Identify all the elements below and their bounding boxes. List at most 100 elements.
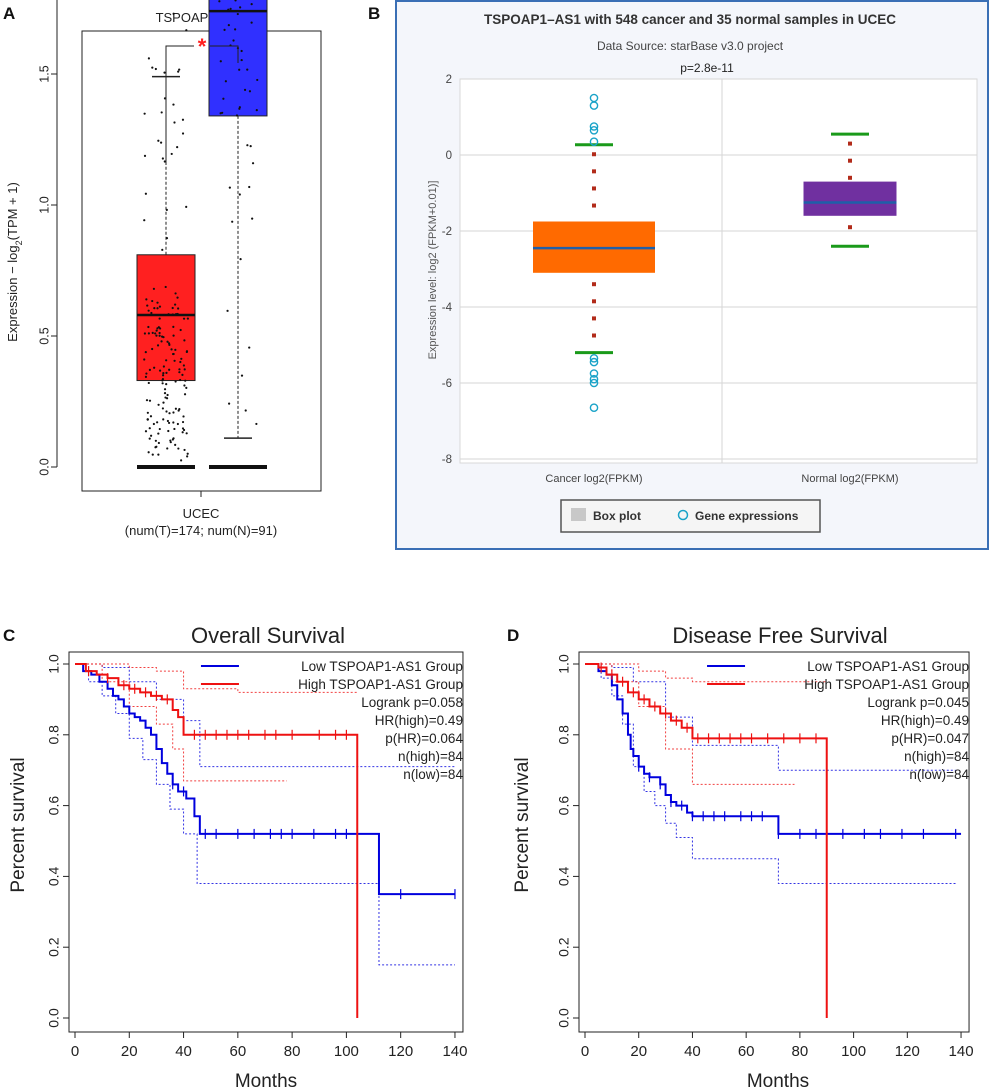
stat-text: Logrank p=0.058 bbox=[361, 695, 463, 710]
tumor-point bbox=[186, 317, 189, 320]
panel-c: C Overall Survival 0 20 40 60 80 100 120 140 0.0… bbox=[3, 623, 467, 1092]
normal-point bbox=[226, 309, 229, 312]
tumor-point bbox=[185, 29, 188, 32]
survival-curve-high bbox=[585, 663, 828, 1018]
panel-c-title: Overall Survival bbox=[191, 623, 345, 648]
normal-point bbox=[256, 78, 259, 82]
tumor-point bbox=[162, 365, 165, 368]
tumor-point bbox=[156, 327, 159, 330]
y-tick-label: -6 bbox=[442, 378, 452, 390]
tumor-point bbox=[149, 415, 153, 418]
y-tick-label: 0.4 bbox=[556, 866, 572, 886]
normal-point bbox=[231, 220, 234, 223]
stat-text: Logrank p=0.045 bbox=[867, 695, 969, 710]
y-tick-label: 0.8 bbox=[556, 725, 572, 745]
normal-point bbox=[224, 80, 227, 83]
normal-point bbox=[251, 217, 254, 220]
tumor-point bbox=[144, 351, 147, 354]
tumor-point bbox=[166, 393, 169, 397]
tumor-point bbox=[161, 335, 164, 338]
y-tick-label: 0.5 bbox=[37, 327, 51, 344]
tumor-point bbox=[172, 411, 175, 414]
tumor-point bbox=[162, 372, 165, 375]
y-tick-label: -2 bbox=[442, 226, 452, 238]
outlier-cancer bbox=[589, 353, 599, 363]
normal-point bbox=[240, 58, 243, 62]
normal-point bbox=[232, 39, 235, 42]
normal-point bbox=[227, 24, 230, 27]
tumor-point bbox=[165, 383, 168, 386]
tumor-point bbox=[166, 419, 170, 423]
tumor-point bbox=[156, 344, 160, 347]
x-tick-label: 20 bbox=[630, 1043, 647, 1060]
tumor-point bbox=[155, 334, 158, 337]
normal-point bbox=[244, 409, 247, 412]
x-tick-label: 20 bbox=[121, 1043, 138, 1060]
legend-gene-expressions-label: Gene expressions bbox=[695, 509, 799, 523]
y-tick-label: 0.0 bbox=[46, 1008, 62, 1028]
tumor-point bbox=[147, 381, 150, 385]
x-tick-label: 140 bbox=[442, 1043, 467, 1060]
y-tick-label: 0.8 bbox=[46, 725, 62, 745]
whisker-dot-cancer bbox=[592, 282, 596, 287]
tumor-point bbox=[169, 439, 172, 442]
whisker-dot-cancer bbox=[592, 316, 596, 321]
normal-point bbox=[246, 68, 249, 71]
y-tick-label: -4 bbox=[442, 302, 453, 314]
tumor-point bbox=[167, 421, 171, 425]
y-tick-label: 0 bbox=[446, 150, 452, 162]
tumor-point bbox=[174, 407, 177, 410]
tumor-point bbox=[157, 403, 160, 406]
stat-text: n(low)=84 bbox=[909, 767, 969, 782]
normal-point bbox=[228, 402, 231, 405]
tumor-point bbox=[152, 422, 155, 426]
panel-b: B TSPOAP1–AS1 with 548 cancer and 35 nor… bbox=[368, 0, 989, 550]
normal-point bbox=[222, 97, 225, 100]
x-tick-label: 60 bbox=[738, 1043, 755, 1060]
whisker-dot-normal bbox=[848, 158, 852, 163]
tumor-point bbox=[176, 146, 179, 149]
normal-point bbox=[234, 0, 237, 2]
outlier-cancer bbox=[589, 369, 599, 378]
tumor-point bbox=[172, 103, 175, 106]
panel-a-xlabel-counts: (num(T)=174; num(N)=91) bbox=[125, 523, 277, 538]
ci-lower-low bbox=[75, 663, 455, 966]
stat-text: HR(high)=0.49 bbox=[881, 713, 969, 728]
normal-point bbox=[238, 107, 241, 110]
tumor-point bbox=[172, 12, 175, 15]
tumor-point bbox=[182, 364, 185, 367]
panel-b-xcat-cancer: Cancer log2(FPKM) bbox=[545, 473, 642, 485]
tumor-point bbox=[151, 347, 154, 351]
normal-point bbox=[218, 0, 221, 3]
normal-point bbox=[249, 145, 252, 148]
tumor-point bbox=[179, 360, 182, 364]
tumor-point bbox=[157, 432, 160, 435]
tumor-point bbox=[154, 332, 157, 335]
panel-label-c: C bbox=[3, 626, 15, 645]
normal-point bbox=[240, 49, 243, 53]
tumor-point bbox=[154, 446, 157, 449]
tumor-point bbox=[148, 427, 151, 430]
legend-label-high: High TSPOAP1-AS1 Group bbox=[804, 677, 969, 692]
normal-point bbox=[235, 114, 239, 117]
tumor-point bbox=[167, 313, 170, 316]
tumor-point bbox=[176, 422, 179, 426]
tumor-point bbox=[181, 431, 184, 434]
tumor-point bbox=[163, 71, 166, 74]
y-tick-label: 0.0 bbox=[556, 1008, 572, 1028]
tumor-point bbox=[148, 437, 151, 440]
tumor-point bbox=[178, 368, 181, 371]
tumor-point bbox=[155, 329, 158, 332]
tumor-point bbox=[171, 306, 174, 310]
normal-point bbox=[234, 28, 237, 31]
panel-b-subtitle: Data Source: starBase v3.0 project bbox=[597, 39, 784, 53]
normal-point bbox=[239, 258, 242, 261]
tumor-point bbox=[165, 237, 169, 240]
whisker-dot-normal bbox=[848, 141, 852, 146]
tumor-point bbox=[177, 307, 180, 310]
tumor-point bbox=[186, 452, 189, 455]
tumor-point bbox=[171, 313, 174, 316]
x-tick-label: 0 bbox=[581, 1043, 589, 1060]
box-normal bbox=[803, 181, 897, 216]
significance-bracket-right bbox=[210, 45, 239, 63]
